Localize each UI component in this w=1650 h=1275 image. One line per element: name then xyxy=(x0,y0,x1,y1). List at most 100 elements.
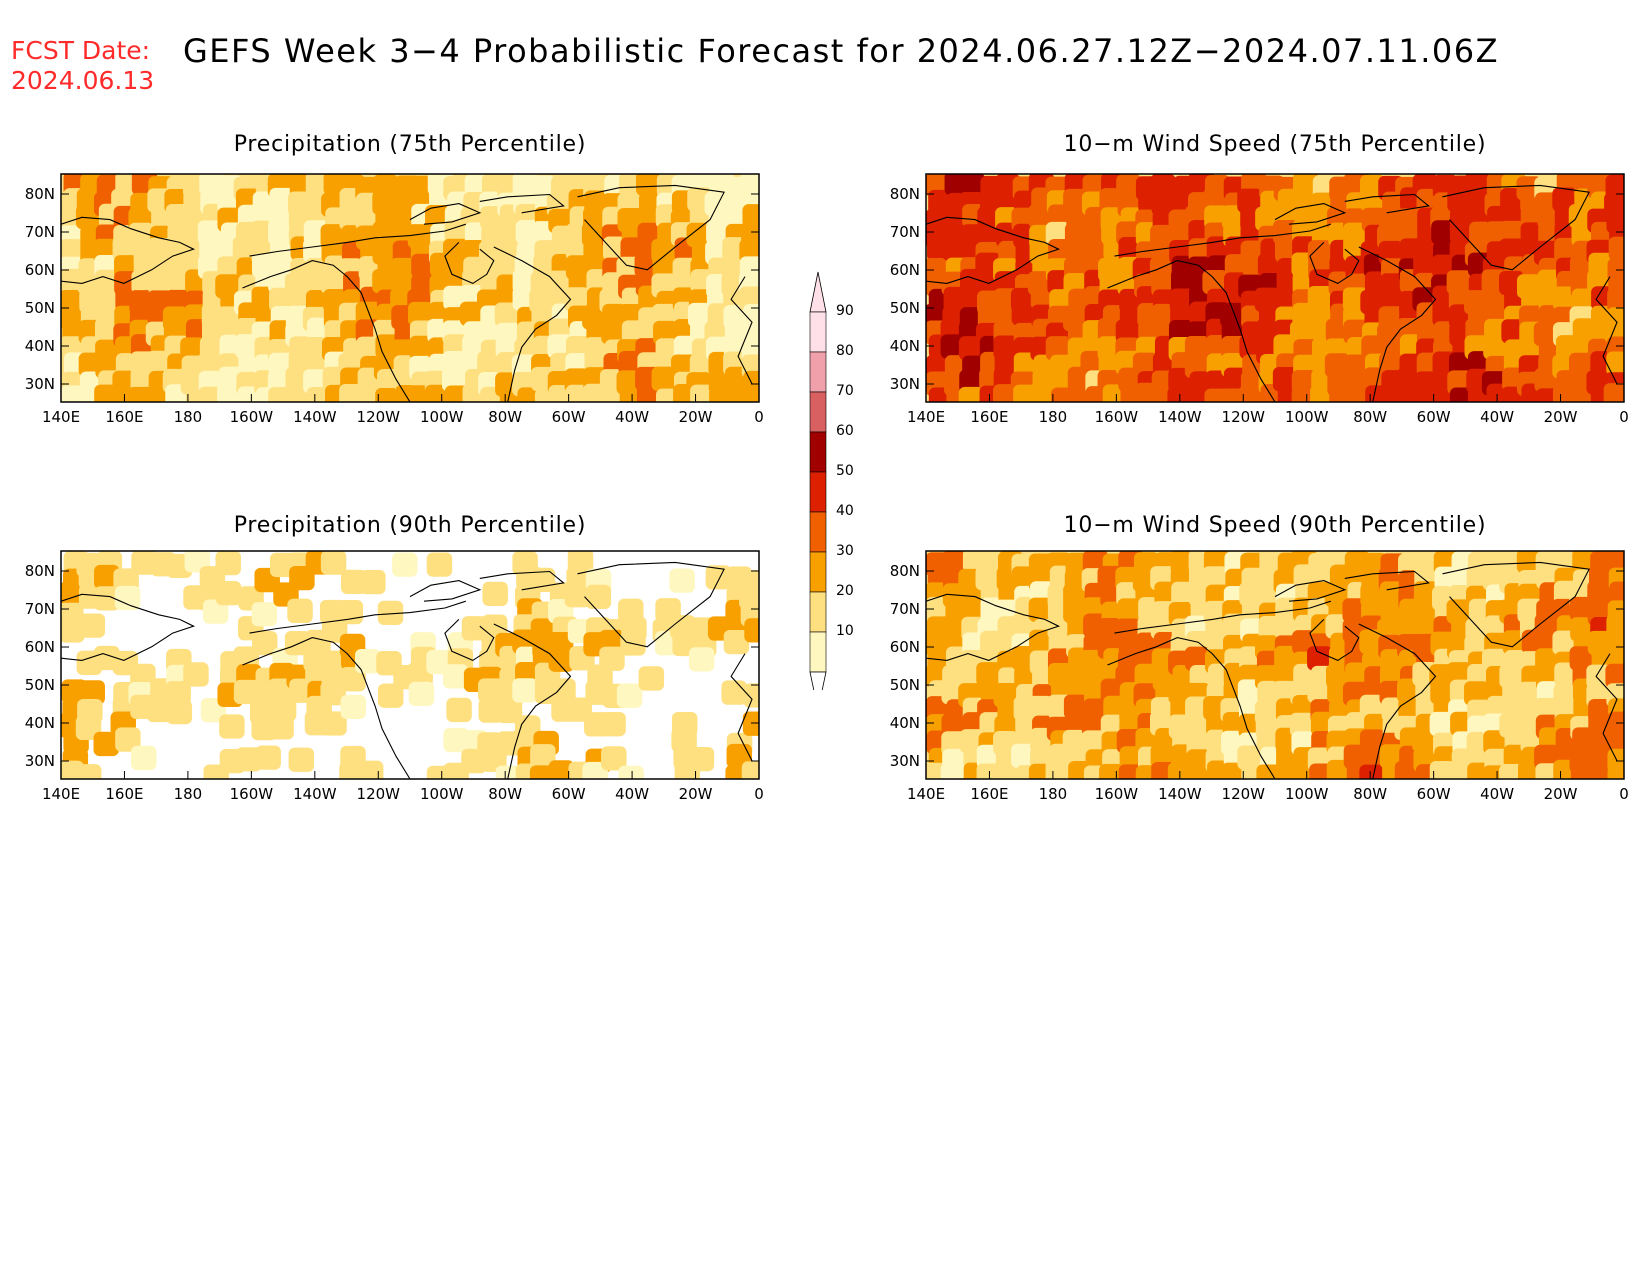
lon-tick-label: 120W xyxy=(1221,785,1265,803)
panel-title-wind90: 10−m Wind Speed (90th Percentile) xyxy=(1063,513,1487,538)
lat-tick-label: 60N xyxy=(24,638,55,656)
coastline xyxy=(249,223,466,257)
lat-tick-label: 60N xyxy=(24,261,55,279)
coastline xyxy=(1442,184,1590,271)
lon-tick-label: 180 xyxy=(173,408,203,426)
coastline xyxy=(1595,276,1618,385)
coastline xyxy=(242,637,411,779)
lon-tick-label: 20W xyxy=(1543,408,1578,426)
colorbar-label: 20 xyxy=(836,583,854,599)
coastline xyxy=(242,260,411,402)
coastline xyxy=(1344,193,1430,214)
lon-tick-label: 80W xyxy=(488,785,523,803)
coastline xyxy=(1309,619,1360,662)
coastline xyxy=(1595,653,1618,762)
lon-tick-label: 0 xyxy=(1619,408,1629,426)
lat-tick-label: 30N xyxy=(889,752,920,770)
colorbar-label: 80 xyxy=(836,343,854,359)
lon-tick-label: 160E xyxy=(105,785,144,803)
coastline xyxy=(1344,570,1430,591)
lon-tick-label: 140W xyxy=(1158,408,1202,426)
lat-tick-label: 40N xyxy=(24,714,55,732)
coastline xyxy=(61,593,196,661)
lon-tick-label: 100W xyxy=(419,785,464,803)
coastline xyxy=(444,242,495,285)
map-frame xyxy=(60,550,760,780)
lat-tick-label: 70N xyxy=(889,600,920,618)
lat-tick-label: 30N xyxy=(889,375,920,393)
lat-tick-label: 30N xyxy=(24,375,55,393)
lon-tick-label: 160E xyxy=(105,408,144,426)
map-svg xyxy=(60,173,760,403)
map-panel-precip90: 80N 70N 60N 50N 40N 30N 140E 160E 180 160W 140W 120… xyxy=(0,547,764,827)
colorbar-segment xyxy=(809,591,827,633)
fcst-date-value: 2024.06.13 xyxy=(11,66,155,95)
lon-tick-label: 20W xyxy=(678,785,713,803)
lon-tick-label: 180 xyxy=(1038,785,1068,803)
lat-tick-label: 70N xyxy=(24,600,55,618)
colorbar-segment xyxy=(809,311,827,353)
panel-title-wind75: 10−m Wind Speed (75th Percentile) xyxy=(1063,132,1487,157)
map-frame xyxy=(925,550,1625,780)
lon-tick-label: 180 xyxy=(1038,408,1068,426)
map-panel-wind75: 80N 70N 60N 50N 40N 30N 140E 160E 180 160W 140W 120… xyxy=(865,170,1629,450)
lat-tick-label: 80N xyxy=(24,185,55,203)
lon-tick-label: 120W xyxy=(1221,408,1265,426)
lon-tick-label: 160W xyxy=(229,785,274,803)
lon-tick-label: 40W xyxy=(615,408,650,426)
coastline xyxy=(479,193,565,214)
page-title: GEFS Week 3−4 Probabilistic Forecast for… xyxy=(183,32,1500,70)
coastline xyxy=(1114,600,1331,634)
map-frame xyxy=(925,173,1625,403)
lon-tick-label: 20W xyxy=(1543,785,1578,803)
lon-tick-label: 60W xyxy=(1416,785,1451,803)
colorbar-label: 70 xyxy=(836,383,854,399)
lon-tick-label: 180 xyxy=(173,785,203,803)
lat-tick-label: 30N xyxy=(24,752,55,770)
coastline xyxy=(1114,223,1331,257)
coastline xyxy=(493,623,572,779)
lon-tick-label: 140E xyxy=(906,785,946,803)
coastline xyxy=(1442,561,1590,648)
fcst-date-label: FCST Date: xyxy=(11,36,151,65)
coastline xyxy=(1274,203,1347,225)
map-panel-wind90: 80N 70N 60N 50N 40N 30N 140E 160E 180 160W 140W 120… xyxy=(865,547,1629,827)
colorbar-label: 90 xyxy=(836,303,854,319)
colorbar-segment xyxy=(809,431,827,473)
lon-tick-label: 80W xyxy=(1353,408,1388,426)
map-svg xyxy=(925,173,1625,403)
fcst-date-block: FCST Date: 2024.06.13 xyxy=(11,36,154,96)
lat-tick-label: 50N xyxy=(889,676,920,694)
lon-tick-label: 20W xyxy=(678,408,713,426)
colorbar-label: 10 xyxy=(836,623,854,639)
coastline xyxy=(577,561,725,648)
lat-tick-label: 80N xyxy=(24,562,55,580)
coastline xyxy=(1309,242,1360,285)
lon-tick-label: 140E xyxy=(41,785,81,803)
lon-tick-label: 140E xyxy=(41,408,81,426)
colorbar-label: 40 xyxy=(836,503,854,519)
coastline xyxy=(577,184,725,271)
lon-tick-label: 120W xyxy=(356,785,400,803)
colorbar-segment xyxy=(809,351,827,393)
colorbar-label: 30 xyxy=(836,543,854,559)
coastline xyxy=(249,600,466,634)
lat-tick-label: 80N xyxy=(889,185,920,203)
lon-tick-label: 40W xyxy=(615,785,650,803)
lon-tick-label: 0 xyxy=(1619,785,1629,803)
colorbar-segment xyxy=(809,511,827,553)
lat-tick-label: 60N xyxy=(889,261,920,279)
lon-tick-label: 100W xyxy=(1284,785,1329,803)
lon-tick-label: 60W xyxy=(551,408,586,426)
coastline xyxy=(409,580,482,602)
lon-tick-label: 140W xyxy=(293,785,337,803)
colorbar: 90 80 70 60 50 40 30 20 10 xyxy=(808,270,868,711)
lat-tick-label: 40N xyxy=(889,714,920,732)
panel-title-precip90: Precipitation (90th Percentile) xyxy=(233,513,587,538)
colorbar-arrow-bottom xyxy=(809,671,827,711)
lon-tick-label: 0 xyxy=(754,408,764,426)
colorbar-segment xyxy=(809,631,827,673)
lon-tick-label: 140E xyxy=(906,408,946,426)
map-svg xyxy=(60,550,760,780)
map-frame xyxy=(60,173,760,403)
